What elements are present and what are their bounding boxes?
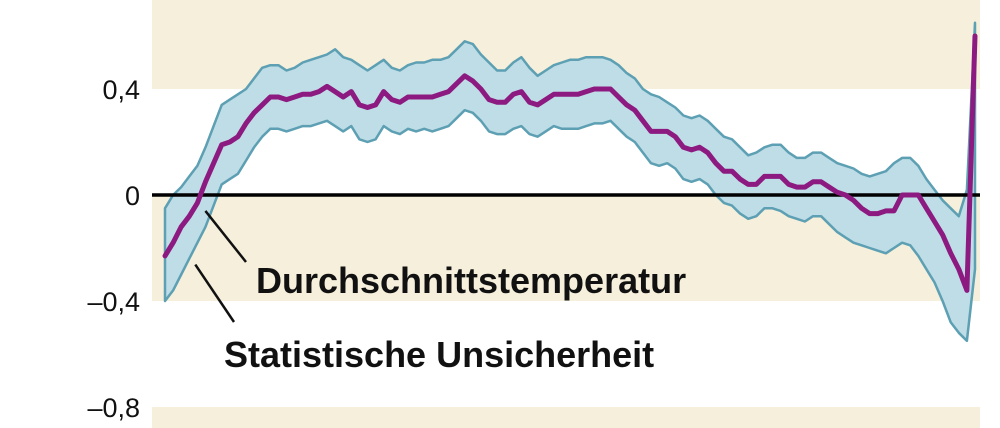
y-tick-label: –0,4 (87, 287, 140, 317)
annotation-pointers (194, 210, 247, 323)
mean-series-line (162, 33, 978, 293)
y-axis-ticks: 0,4 0 –0,4 –0,8 (87, 75, 140, 423)
y-tick-label: 0,4 (102, 75, 140, 105)
annotation-band-label: Statistische Unsicherheit (224, 334, 654, 375)
pointer-mean (204, 210, 247, 263)
y-tick-label: 0 (125, 181, 140, 211)
pointer-band (194, 263, 236, 323)
mean-line (162, 33, 978, 293)
uncertainty-band (163, 21, 977, 343)
y-tick-label: –0,8 (87, 393, 140, 423)
annotation-mean-label: Durchschnittstemperatur (256, 260, 686, 301)
band-below-minus-0-8 (152, 407, 980, 428)
uncertainty-area (163, 21, 977, 343)
